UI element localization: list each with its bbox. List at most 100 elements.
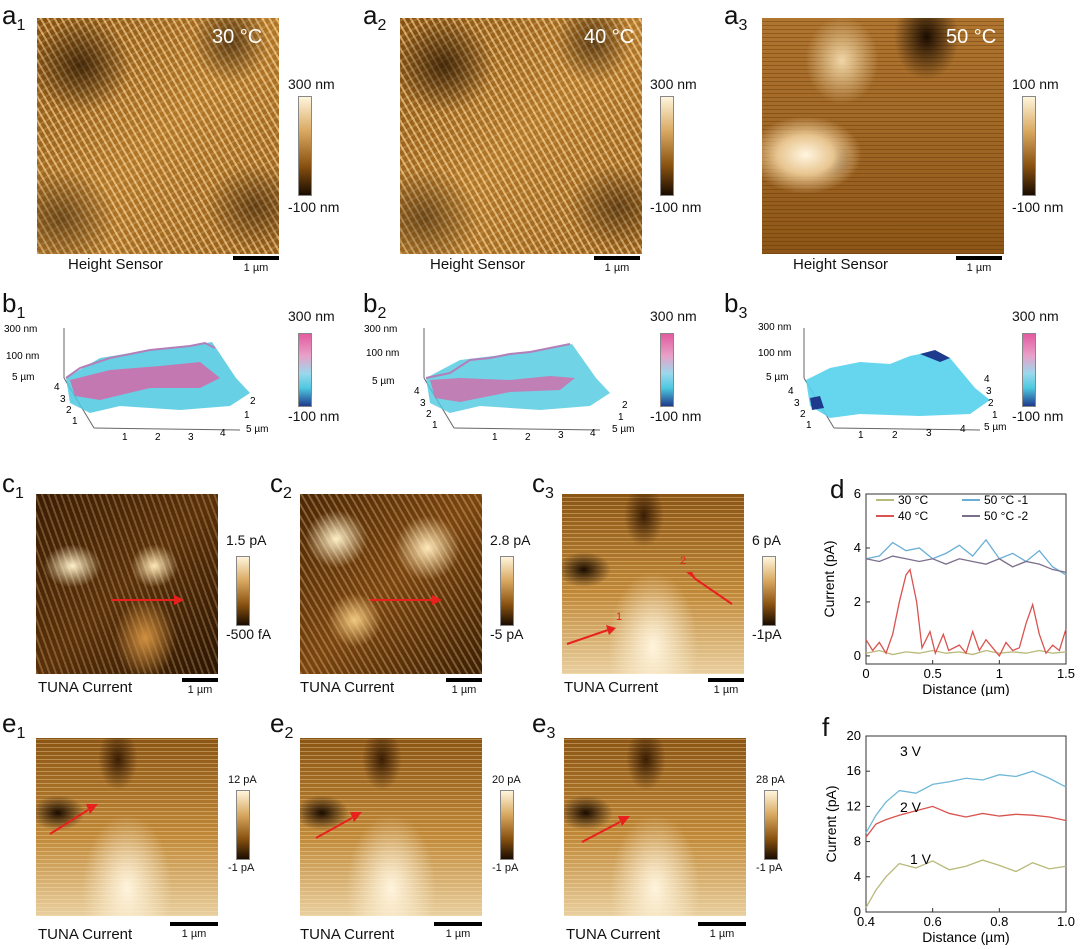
x-tick-label-f: 0.6 (924, 914, 942, 929)
colorbar-min-c2: -5 pA (490, 626, 524, 642)
line-chart-d: 0 0.5 1 1.5 0 2 4 6 Distance (µm) Current (pA) 30 … (821, 486, 1075, 696)
scale-bar-text-e1: 1 µm (181, 928, 207, 940)
x-tick-b2-3: 3 (558, 430, 564, 441)
image-caption-a2: Height Sensor (430, 256, 526, 273)
x-axis-label-d: Distance (µm) (922, 681, 1009, 696)
r-tick-b1-1: 2 (250, 396, 256, 407)
tuna-image-c2 (300, 494, 482, 674)
x-tick-b2-2: 2 (525, 432, 531, 443)
legend-entry-d-2: 50 °C -1 (984, 493, 1028, 507)
y-tick-b1-3: 2 (66, 405, 72, 416)
arrow-e3 (581, 816, 630, 843)
scale-bar-text-e3: 1 µm (709, 928, 735, 940)
y-axis-label-d: Current (pA) (821, 540, 837, 617)
r-tick-b3-3: 2 (988, 398, 994, 409)
scale-bar-e3 (698, 922, 746, 926)
surface-3d-b3: 300 nm 100 nm 5 µm 4 3 2 1 1 2 3 4 5 µm … (758, 322, 1006, 441)
height-image-a2 (400, 18, 642, 254)
colorbar-max-a3: 100 nm (1012, 76, 1059, 92)
r-tick-b1-2: 1 (244, 410, 250, 421)
series-line-d-1 (865, 568, 1067, 658)
y-tick-b2-1: 4 (414, 386, 420, 397)
x-tick-b1-5: 5 µm (246, 424, 268, 435)
panel-label-e2: e2 (270, 708, 294, 742)
scale-bar-text-a3: 1 µm (966, 262, 992, 274)
y-tick-b3-2: 3 (794, 398, 800, 409)
colorbar-min-c1: -500 fA (226, 626, 272, 642)
colorbar-max-a2: 300 nm (650, 76, 697, 92)
z-tick-b3-1: 300 nm (758, 322, 791, 333)
temperature-label-a3: 50 °C (946, 26, 997, 48)
temperature-label-a2: 40 °C (584, 26, 635, 48)
x-axis-label-f: Distance (µm) (922, 929, 1009, 945)
x-tick-label-d: 1.5 (1057, 666, 1075, 681)
panel-label-b3: b3 (724, 288, 748, 322)
scale-bar-text-e2: 1 µm (445, 928, 471, 940)
line-chart-f: 0.4 0.6 0.8 1.0 0 4 8 12 16 20 Distance (µm) Curren… (823, 728, 1075, 945)
colorbar-max-e2: 20 pA (492, 774, 521, 786)
x-tick-b3-1: 1 (858, 430, 864, 441)
x-tick-b2-5: 5 µm (612, 424, 634, 435)
tuna-image-c1 (36, 494, 218, 674)
scale-bar-c1 (182, 678, 218, 682)
scale-bar-text-c3: 1 µm (713, 684, 739, 696)
scale-bar-text-c1: 1 µm (187, 684, 213, 696)
colorbar-min-a2: -100 nm (650, 199, 702, 215)
scale-bar-a2 (594, 256, 640, 260)
tuna-image-c3 (562, 494, 744, 674)
colorbar-a3 (1022, 96, 1036, 196)
z-tick-b2-3: 5 µm (372, 376, 394, 387)
z-tick-b2-1: 300 nm (364, 324, 397, 335)
temperature-label-a1: 30 °C (212, 26, 263, 48)
y-tick-b3-1: 4 (788, 386, 794, 397)
image-caption-a1: Height Sensor (68, 256, 164, 273)
x-tick-b3-4: 4 (960, 424, 966, 435)
z-tick-b3-3: 5 µm (766, 372, 788, 383)
y-tick-b2-2: 3 (420, 398, 426, 409)
arrow-e1 (49, 804, 98, 835)
x-tick-label-d: 0 (862, 666, 869, 681)
image-caption-a3: Height Sensor (793, 256, 889, 273)
image-caption-e1: TUNA Current (38, 926, 133, 943)
panel-label-a2: a2 (363, 0, 387, 34)
y-tick-b2-4: 1 (432, 420, 438, 431)
y-tick-label-f: 4 (854, 869, 861, 884)
colorbar-c3 (762, 556, 776, 626)
r-tick-b3-4: 1 (992, 410, 998, 421)
y-tick-b1-4: 1 (72, 416, 78, 427)
colorbar-max-b2: 300 nm (650, 308, 697, 324)
x-tick-b2-1: 1 (492, 432, 498, 443)
legend-entry-d-3: 50 °C -2 (984, 509, 1028, 523)
scale-bar-c3 (708, 678, 744, 682)
y-tick-label-f: 8 (854, 834, 861, 849)
colorbar-min-b2: -100 nm (650, 408, 702, 424)
tuna-image-e1 (36, 738, 218, 916)
series-line-d-3 (865, 555, 1067, 573)
colorbar-min-a1: -100 nm (288, 199, 340, 215)
x-tick-b1-4: 4 (220, 428, 226, 439)
x-tick-label-f: 0.8 (990, 914, 1008, 929)
panel-label-f: f (822, 712, 830, 742)
y-tick-b2-3: 2 (426, 409, 432, 420)
x-tick-b3-3: 3 (926, 428, 932, 439)
r-tick-b3-2: 3 (986, 386, 992, 397)
series-line-f-1 (865, 805, 1067, 838)
y-tick-b3-4: 1 (806, 420, 812, 431)
height-image-a1 (37, 18, 279, 254)
colorbar-a1 (298, 96, 312, 196)
y-tick-label-d: 4 (854, 540, 861, 555)
scale-bar-text-c2: 1 µm (451, 684, 477, 696)
x-tick-b1-2: 2 (155, 432, 161, 443)
x-tick-b1-1: 1 (122, 432, 128, 443)
plot-frame-d (865, 493, 1067, 665)
tuna-image-e3 (564, 738, 746, 916)
panel-label-c3: c3 (532, 468, 554, 502)
colorbar-max-b1: 300 nm (288, 308, 335, 324)
x-tick-label-f: 0.4 (857, 914, 875, 929)
series-label-f-2: 1 V (910, 851, 932, 867)
image-caption-c1: TUNA Current (38, 679, 133, 696)
y-tick-b1-1: 4 (54, 382, 60, 393)
panel-label-c1: c1 (2, 468, 24, 502)
colorbar-e3 (764, 790, 778, 860)
y-tick-label-f: 20 (847, 728, 861, 743)
